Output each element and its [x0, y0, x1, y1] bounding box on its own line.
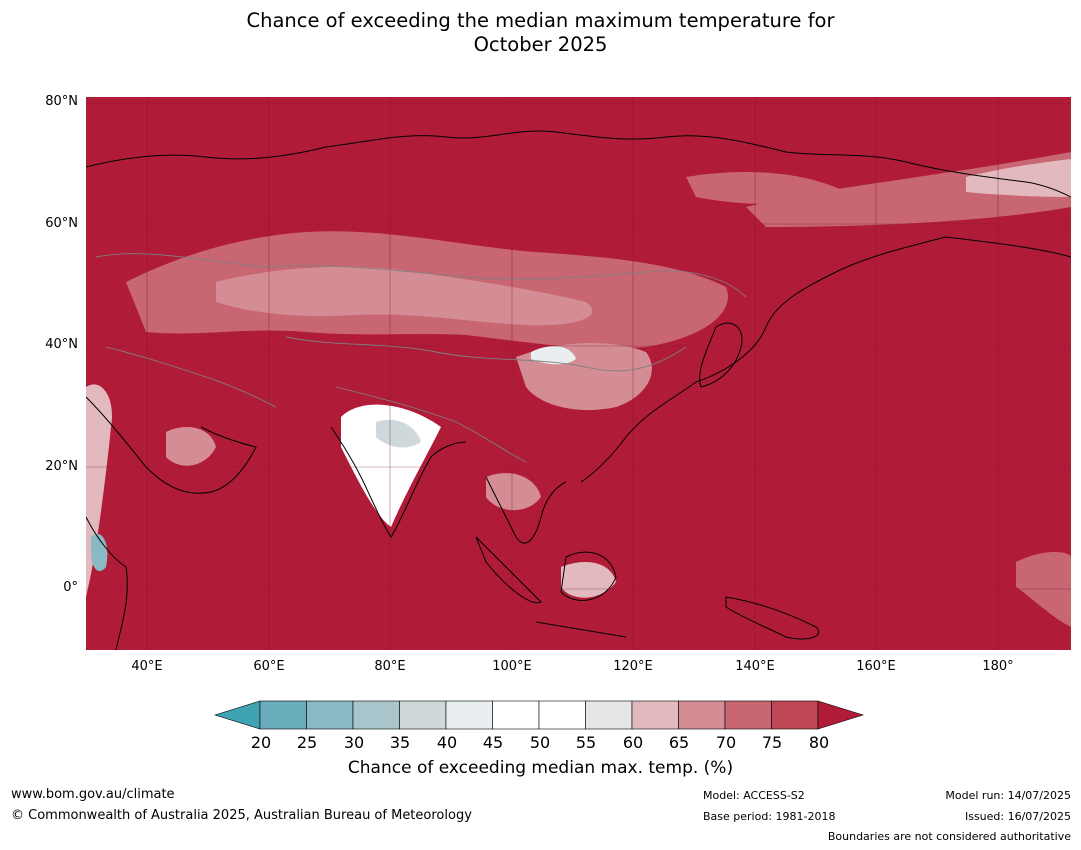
africa-coast [86, 516, 128, 650]
sumatra-coast [475, 536, 542, 604]
india-band-40 [376, 419, 421, 448]
lon-label-180: 180° [982, 659, 1014, 674]
lon-label-160e: 160°E [856, 659, 896, 674]
lat-label-80n: 80°N [45, 94, 78, 109]
colorbar-tick-45: 45 [482, 733, 504, 752]
colorbar-segments [214, 700, 865, 730]
colorbar-segment [771, 700, 819, 730]
china-band-55 [531, 346, 576, 365]
colorbar-tick-75: 75 [761, 733, 783, 752]
east-asia-coast [580, 236, 1071, 483]
lon-label-40e: 40°E [131, 659, 163, 674]
lon-label-140e: 140°E [735, 659, 775, 674]
lat-label-40n: 40°N [45, 337, 78, 352]
se-asia-band-65 [486, 473, 541, 511]
russia-border [95, 253, 747, 298]
colorbar-segment [352, 700, 400, 730]
title-line-2: October 2025 [473, 33, 608, 56]
footer-url: www.bom.gov.au/climate [11, 787, 175, 802]
colorbar-tick-70: 70 [715, 733, 737, 752]
india-coast [330, 426, 467, 538]
probability-map [86, 97, 1071, 650]
indochina-coast [485, 476, 567, 544]
colorbar-segment [538, 700, 586, 730]
lat-label-60n: 60°N [45, 216, 78, 231]
kamchatka-band-60 [966, 159, 1071, 197]
footer-model: Model: ACCESS-S2 [703, 789, 805, 802]
colorbar-segment [259, 700, 307, 730]
pacific-band-70 [1016, 552, 1071, 627]
colorbar-tick-20: 20 [250, 733, 272, 752]
java-coast [535, 621, 627, 638]
colorbar-tick-30: 30 [343, 733, 365, 752]
gridlines [86, 97, 1071, 650]
colorbar-tick-60: 60 [622, 733, 644, 752]
colorbar-tick-40: 40 [436, 733, 458, 752]
colorbar-segment [724, 700, 772, 730]
colorbar-tick-80: 80 [808, 733, 830, 752]
colorbar-tick-35: 35 [389, 733, 411, 752]
colorbar-tick-55: 55 [575, 733, 597, 752]
colorbar [214, 700, 865, 730]
colorbar-segment [445, 700, 493, 730]
footer-base-period: Base period: 1981-2018 [703, 810, 836, 823]
colorbar-segment [631, 700, 679, 730]
japan-coast [699, 322, 743, 388]
kamchatka-band-70 [746, 152, 1071, 227]
arabia-coast [86, 396, 257, 494]
central-asia-band-65 [216, 266, 593, 326]
colorbar-tick-25: 25 [296, 733, 318, 752]
new-guinea-coast [725, 596, 819, 640]
colorbar-tick-65: 65 [668, 733, 690, 752]
himalaya-border [335, 386, 527, 463]
lon-label-120e: 120°E [613, 659, 653, 674]
china-border [285, 336, 687, 372]
colorbar-segment [492, 700, 540, 730]
coastlines [86, 130, 1071, 650]
colorbar-segment [306, 700, 354, 730]
colorbar-tick-50: 50 [529, 733, 551, 752]
colorbar-segment [399, 700, 447, 730]
title-line-1: Chance of exceeding the median maximum t… [246, 9, 835, 32]
colorbar-extend-low [214, 700, 261, 730]
colorbar-extend-high [817, 700, 865, 730]
east-africa-band-30 [91, 533, 108, 572]
arabia-band-65 [166, 427, 216, 466]
colorbar-label: Chance of exceeding median max. temp. (%… [347, 758, 734, 778]
map-title: Chance of exceeding the median maximum t… [0, 9, 1081, 57]
borneo-coast [560, 551, 617, 601]
footer-issued: Issued: 16/07/2025 [964, 810, 1071, 823]
footer-disclaimer: Boundaries are not considered authoritat… [827, 830, 1071, 843]
lon-label-60e: 60°E [253, 659, 285, 674]
colorbar-segment [585, 700, 633, 730]
lat-label-20n: 20°N [45, 459, 78, 474]
footer-copyright: © Commonwealth of Australia 2025, Austra… [11, 808, 472, 823]
lon-label-80e: 80°E [374, 659, 406, 674]
country-borders [95, 253, 747, 463]
lat-label-0: 0° [63, 580, 78, 595]
map-canvas [86, 97, 1071, 650]
arctic-coast [86, 130, 1071, 198]
colorbar-segment [678, 700, 726, 730]
middle-east-border [105, 346, 277, 408]
lon-label-100e: 100°E [492, 659, 532, 674]
footer-model-run: Model run: 14/07/2025 [945, 789, 1071, 802]
